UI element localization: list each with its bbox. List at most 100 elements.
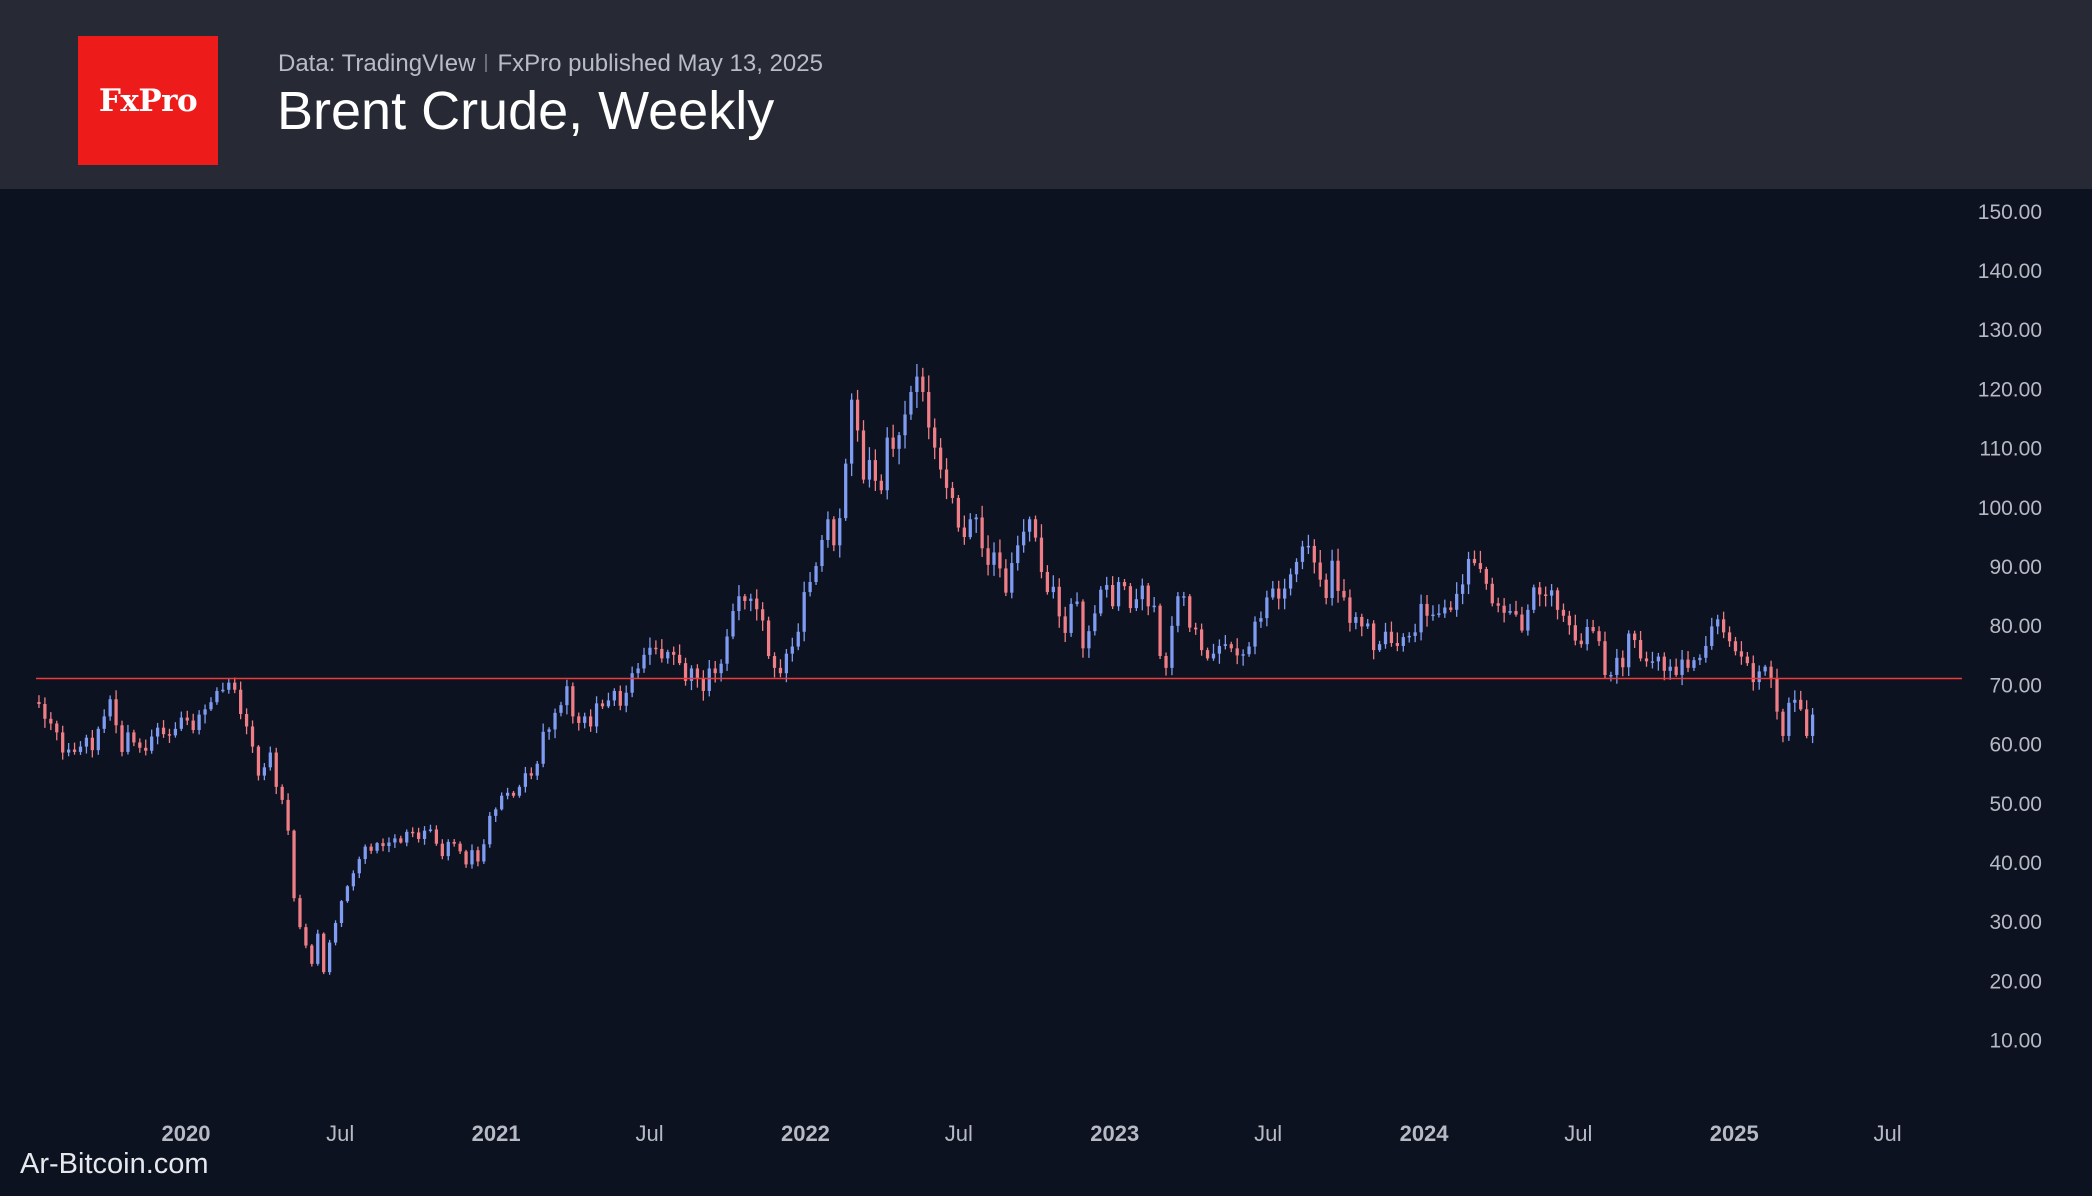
candle — [494, 807, 498, 823]
candle-body — [683, 663, 688, 681]
candle — [820, 535, 824, 572]
candle-body — [850, 399, 854, 464]
candle-body — [1401, 637, 1405, 646]
y-tick-label: 40.00 — [1989, 852, 2042, 875]
candle-body — [209, 702, 213, 710]
candle-body — [1532, 587, 1536, 610]
candle — [850, 393, 854, 477]
candle — [1407, 632, 1411, 643]
candle-body — [1265, 597, 1269, 619]
candle — [1668, 659, 1672, 680]
candle — [274, 747, 278, 795]
candle-body — [1336, 560, 1340, 591]
candle — [677, 644, 682, 666]
candle — [1431, 605, 1435, 621]
candle — [1022, 519, 1026, 553]
y-tick-label: 130.00 — [1978, 319, 2042, 342]
candle-body — [215, 690, 219, 703]
candle — [778, 659, 783, 678]
candle-body — [1668, 666, 1672, 671]
candle — [1502, 598, 1506, 623]
candle-body — [446, 841, 450, 857]
candle-body — [1194, 627, 1198, 630]
candle-body — [808, 582, 812, 593]
candle — [1680, 649, 1684, 686]
candle-body — [1757, 671, 1761, 683]
candle-body — [428, 829, 433, 831]
y-tick-label: 120.00 — [1978, 378, 2042, 401]
candle — [867, 447, 872, 488]
candle — [185, 710, 189, 726]
candle — [1051, 575, 1055, 599]
candle-body — [517, 786, 522, 796]
candle — [1455, 582, 1459, 617]
candle — [1484, 566, 1488, 590]
candle-body — [1217, 645, 1222, 654]
candle-body — [1241, 654, 1245, 656]
candle — [333, 920, 338, 946]
candle — [1348, 589, 1352, 632]
logo-text: FxPro — [98, 82, 198, 119]
candle — [1425, 595, 1429, 627]
candle-body — [1561, 609, 1566, 616]
candle — [755, 589, 759, 621]
candle — [1288, 568, 1293, 596]
candle-body — [274, 752, 278, 787]
y-tick-label: 100.00 — [1978, 497, 2042, 520]
candle — [1116, 577, 1121, 611]
candle-body — [1033, 519, 1038, 538]
candle — [974, 513, 978, 533]
candle — [239, 681, 243, 720]
candle — [108, 695, 112, 721]
candle — [78, 741, 83, 755]
candle-body — [351, 873, 355, 887]
candle-body — [422, 830, 427, 839]
candle-body — [933, 427, 937, 448]
candle — [1686, 651, 1690, 673]
candle-body — [565, 686, 569, 706]
candle-body — [416, 832, 421, 839]
candle — [470, 844, 474, 869]
candle — [683, 657, 688, 686]
candle-body — [1585, 627, 1589, 645]
candle — [244, 708, 249, 735]
candle-body — [725, 636, 729, 664]
candle — [565, 679, 569, 715]
candle-body — [1176, 596, 1180, 626]
candle — [1656, 652, 1661, 671]
candle-body — [1075, 601, 1079, 604]
candle — [209, 697, 213, 712]
candle-body — [1793, 699, 1797, 703]
candle-body — [1472, 558, 1477, 564]
candle-body — [707, 668, 711, 691]
candle-body — [1437, 613, 1441, 615]
candle-body — [458, 843, 462, 852]
candle-body — [434, 829, 439, 844]
candle — [1152, 597, 1156, 613]
candle — [1389, 621, 1394, 647]
candlestick-chart[interactable]: 10.00 20.00 30.00 40.00 50.00 60.00 70.00 80.00… — [0, 189, 2092, 1196]
candle — [1045, 565, 1050, 595]
candle-body — [1466, 558, 1471, 585]
candle — [766, 616, 771, 659]
candle — [452, 839, 456, 847]
candle-body — [1294, 561, 1299, 575]
candle — [1342, 579, 1346, 601]
candle — [1134, 588, 1138, 612]
candles-layer — [37, 364, 1815, 975]
candle-body — [873, 460, 877, 481]
candle-body — [66, 749, 71, 753]
candle-body — [43, 703, 47, 719]
candle-body — [114, 699, 118, 726]
candle-body — [790, 646, 794, 654]
watermark: Ar-Bitcoin.com — [20, 1148, 209, 1180]
header-bar: FxPro Data: TradingVIew FxPro published M… — [0, 0, 2092, 189]
candle-body — [1277, 588, 1281, 599]
y-tick-label: 140.00 — [1978, 260, 2042, 283]
candle-body — [1615, 657, 1619, 675]
candle-body — [339, 901, 344, 924]
candle — [731, 603, 735, 640]
candle — [1087, 625, 1091, 658]
candle-body — [1372, 623, 1376, 651]
candle-body — [778, 667, 783, 674]
